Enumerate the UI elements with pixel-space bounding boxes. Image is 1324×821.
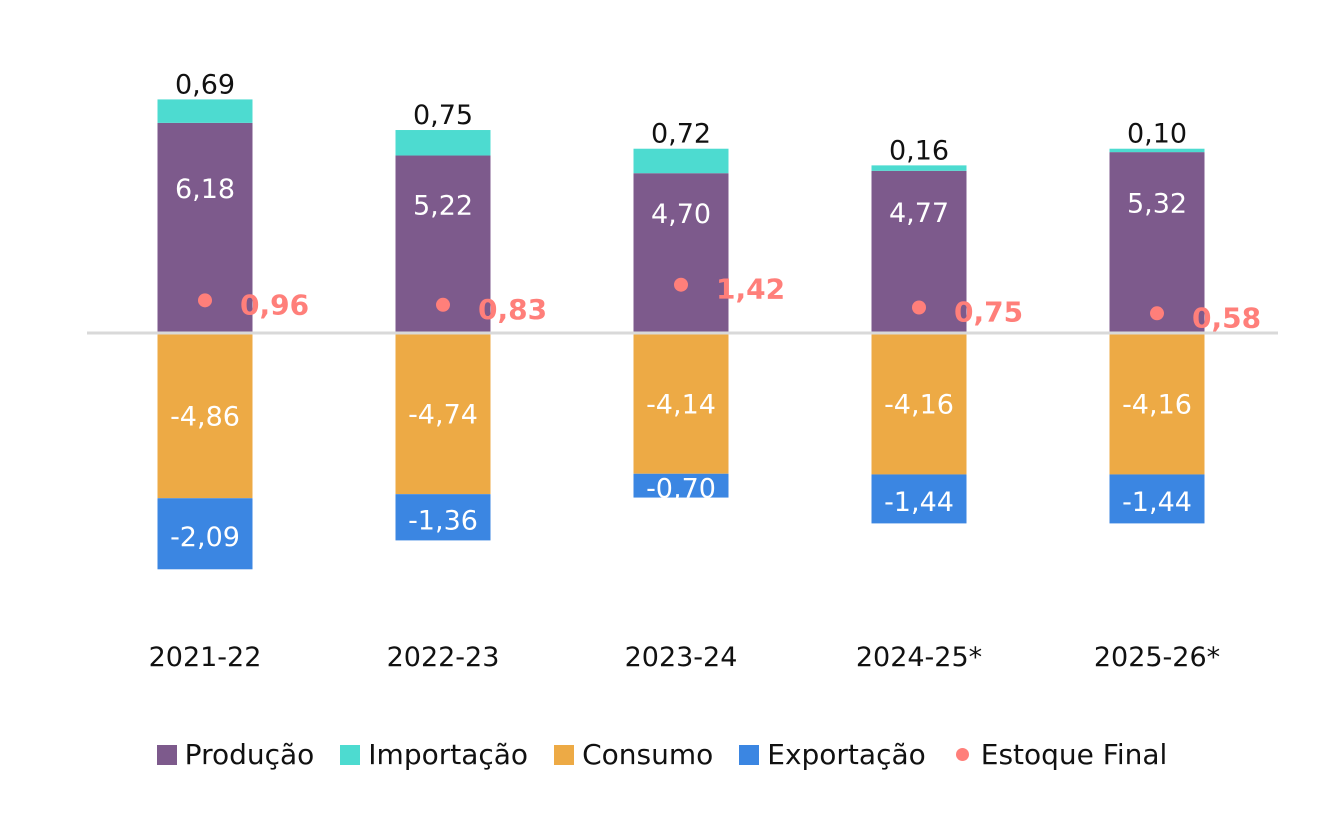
label-consumo-2021-22: -4,86 bbox=[170, 402, 240, 433]
legend-label: Exportação bbox=[767, 738, 926, 771]
bar-producao-2025-26 bbox=[1109, 152, 1205, 333]
legend-swatch-icon bbox=[739, 744, 760, 765]
label-importacao-2022-23: 0,75 bbox=[413, 100, 473, 131]
bar-exportacao-2024-25 bbox=[871, 474, 967, 524]
point-estoque-2022-23 bbox=[436, 297, 450, 312]
legend-item-importacao: Importação bbox=[340, 738, 528, 771]
legend: Produção Importação Consumo Exportação Estoq… bbox=[0, 738, 1324, 771]
label-estoque-2025-26: 0,58 bbox=[1192, 301, 1261, 334]
label-exportacao-2024-25: -1,44 bbox=[884, 487, 954, 518]
point-estoque-2024-25 bbox=[912, 300, 926, 315]
point-estoque-2025-26 bbox=[1150, 306, 1164, 321]
legend-swatch-icon bbox=[156, 744, 177, 765]
bar-exportacao-2025-26 bbox=[1109, 474, 1205, 524]
legend-swatch-icon bbox=[554, 744, 575, 765]
label-consumo-2023-24: -4,14 bbox=[646, 389, 716, 420]
label-importacao-2025-26: 0,10 bbox=[1127, 119, 1187, 150]
legend-swatch-icon bbox=[340, 744, 361, 765]
category-label-2021-22: 2021-22 bbox=[149, 642, 262, 673]
legend-label: Estoque Final bbox=[980, 738, 1168, 771]
label-producao-2025-26: 5,32 bbox=[1127, 189, 1187, 220]
bar-consumo-2023-24 bbox=[633, 333, 729, 474]
legend-item-exportacao: Exportação bbox=[739, 738, 926, 771]
category-label-2025-26: 2025-26* bbox=[1094, 642, 1220, 673]
label-producao-2024-25: 4,77 bbox=[889, 198, 949, 229]
bar-producao-2023-24 bbox=[633, 173, 729, 333]
legend-label: Importação bbox=[368, 738, 529, 771]
legend-label: Consumo bbox=[582, 738, 714, 771]
label-producao-2023-24: 4,70 bbox=[651, 199, 711, 230]
label-consumo-2025-26: -4,16 bbox=[1122, 390, 1192, 421]
bar-exportacao-2022-23 bbox=[395, 494, 491, 541]
bar-importacao-2023-24 bbox=[633, 148, 729, 174]
label-exportacao-2022-23: -1,36 bbox=[408, 505, 478, 536]
label-importacao-2021-22: 0,69 bbox=[175, 69, 235, 100]
label-importacao-2023-24: 0,72 bbox=[651, 119, 711, 150]
bar-consumo-2024-25 bbox=[871, 333, 967, 475]
point-estoque-2023-24 bbox=[674, 277, 688, 292]
bar-importacao-2022-23 bbox=[395, 130, 491, 156]
legend-label: Produção bbox=[184, 738, 315, 771]
stock-points-layer: 0,96 0,83 1,42 0,75 0,58 bbox=[198, 273, 1261, 334]
label-producao-2021-22: 6,18 bbox=[175, 174, 235, 205]
bar-consumo-2022-23 bbox=[395, 333, 491, 495]
bar-importacao-2021-22 bbox=[157, 99, 253, 123]
legend-dot-icon bbox=[955, 748, 969, 761]
label-estoque-2021-22: 0,96 bbox=[240, 288, 309, 321]
category-label-2023-24: 2023-24 bbox=[625, 642, 738, 673]
bar-consumo-2021-22 bbox=[157, 333, 253, 499]
label-producao-2022-23: 5,22 bbox=[413, 190, 473, 221]
category-label-2024-25: 2024-25* bbox=[856, 642, 982, 673]
bar-exportacao-2021-22 bbox=[157, 498, 253, 570]
label-exportacao-2021-22: -2,09 bbox=[170, 522, 240, 553]
legend-item-producao: Produção bbox=[156, 738, 315, 771]
category-axis: 2021-22 2022-23 2023-24 2024-25* 2025-26* bbox=[149, 642, 1221, 673]
category-label-2022-23: 2022-23 bbox=[387, 642, 500, 673]
value-labels-layer: 6,18 0,69 -4,86 -2,09 5,22 0,75 -4,74 -1,36 4,70… bbox=[170, 69, 1192, 552]
label-estoque-2023-24: 1,42 bbox=[716, 273, 785, 306]
label-consumo-2022-23: -4,74 bbox=[408, 400, 478, 431]
label-exportacao-2023-24: -0,70 bbox=[646, 474, 716, 505]
label-estoque-2024-25: 0,75 bbox=[954, 296, 1023, 329]
bar-importacao-2025-26 bbox=[1109, 148, 1205, 153]
legend-item-consumo: Consumo bbox=[554, 738, 713, 771]
label-exportacao-2025-26: -1,44 bbox=[1122, 487, 1192, 518]
bar-consumo-2025-26 bbox=[1109, 333, 1205, 475]
label-estoque-2022-23: 0,83 bbox=[478, 293, 547, 326]
bar-exportacao-2023-24 bbox=[633, 473, 729, 498]
legend-item-estoque-final: Estoque Final bbox=[952, 738, 1168, 771]
point-estoque-2021-22 bbox=[198, 293, 212, 308]
label-consumo-2024-25: -4,16 bbox=[884, 390, 954, 421]
bar-importacao-2024-25 bbox=[871, 165, 967, 171]
label-importacao-2024-25: 0,16 bbox=[889, 135, 949, 166]
